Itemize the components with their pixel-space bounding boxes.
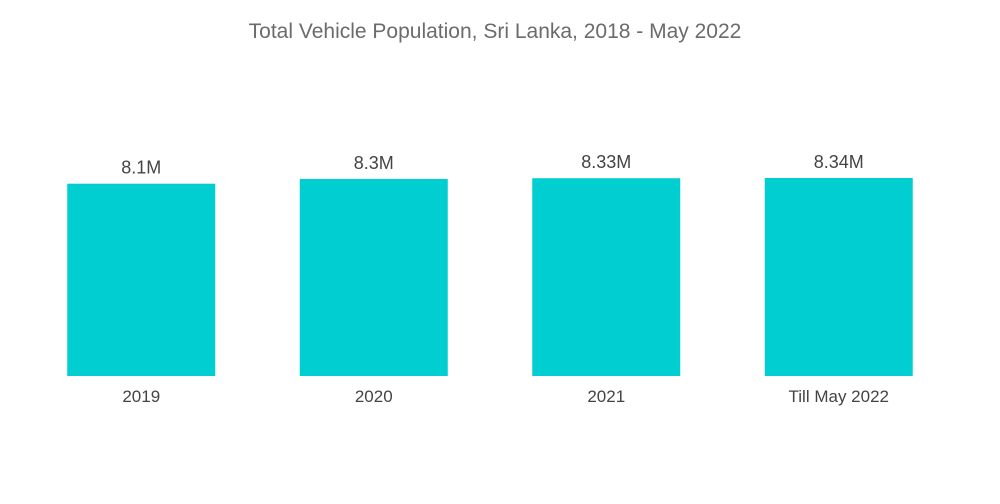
bar-2: [299, 178, 448, 376]
x-tick-label-2: 2020: [355, 387, 393, 406]
bar-4: [764, 178, 913, 376]
x-tick-label-4: Till May 2022: [789, 387, 889, 406]
data-label-2: 8.3M: [354, 153, 394, 173]
data-labels-group: 8.1M 8.3M 8.33M 8.34M: [121, 152, 864, 178]
data-label-4: 8.34M: [814, 152, 864, 172]
x-tick-label-1: 2019: [122, 387, 160, 406]
chart-title: Total Vehicle Population, Sri Lanka, 201…: [249, 20, 742, 43]
x-axis-ticks-group: 2019 2020 2021 Till May 2022: [122, 387, 889, 406]
bar-3: [532, 178, 681, 376]
x-tick-label-3: 2021: [587, 387, 625, 406]
bars-group: [67, 178, 913, 376]
bar-1: [67, 183, 216, 376]
data-label-3: 8.33M: [581, 152, 631, 172]
data-label-1: 8.1M: [121, 158, 161, 178]
